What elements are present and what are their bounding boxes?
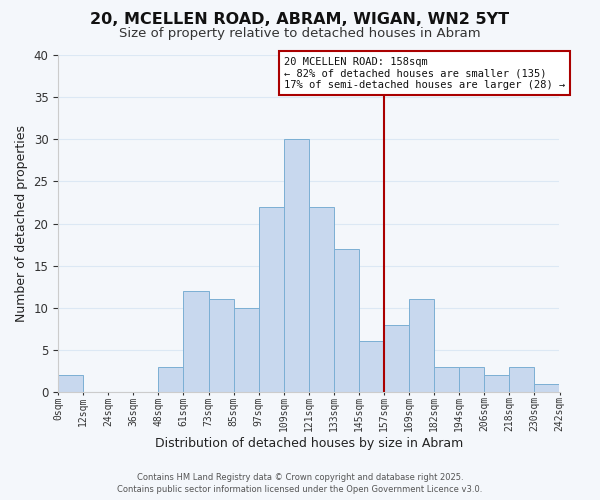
Bar <box>334 249 359 392</box>
Bar <box>409 300 434 392</box>
Bar <box>484 375 509 392</box>
Text: 20, MCELLEN ROAD, ABRAM, WIGAN, WN2 5YT: 20, MCELLEN ROAD, ABRAM, WIGAN, WN2 5YT <box>91 12 509 28</box>
Bar <box>209 300 233 392</box>
Bar <box>58 375 83 392</box>
Bar <box>359 342 384 392</box>
Y-axis label: Number of detached properties: Number of detached properties <box>15 125 28 322</box>
Bar <box>459 367 484 392</box>
X-axis label: Distribution of detached houses by size in Abram: Distribution of detached houses by size … <box>155 437 463 450</box>
Bar <box>284 140 309 392</box>
Bar <box>384 324 409 392</box>
Bar <box>309 206 334 392</box>
Bar <box>158 367 184 392</box>
Text: 20 MCELLEN ROAD: 158sqm
← 82% of detached houses are smaller (135)
17% of semi-d: 20 MCELLEN ROAD: 158sqm ← 82% of detache… <box>284 56 565 90</box>
Text: Size of property relative to detached houses in Abram: Size of property relative to detached ho… <box>119 28 481 40</box>
Bar <box>535 384 560 392</box>
Bar <box>434 367 459 392</box>
Bar <box>259 206 284 392</box>
Text: Contains HM Land Registry data © Crown copyright and database right 2025.
Contai: Contains HM Land Registry data © Crown c… <box>118 472 482 494</box>
Bar <box>233 308 259 392</box>
Bar <box>509 367 535 392</box>
Bar <box>184 291 209 392</box>
